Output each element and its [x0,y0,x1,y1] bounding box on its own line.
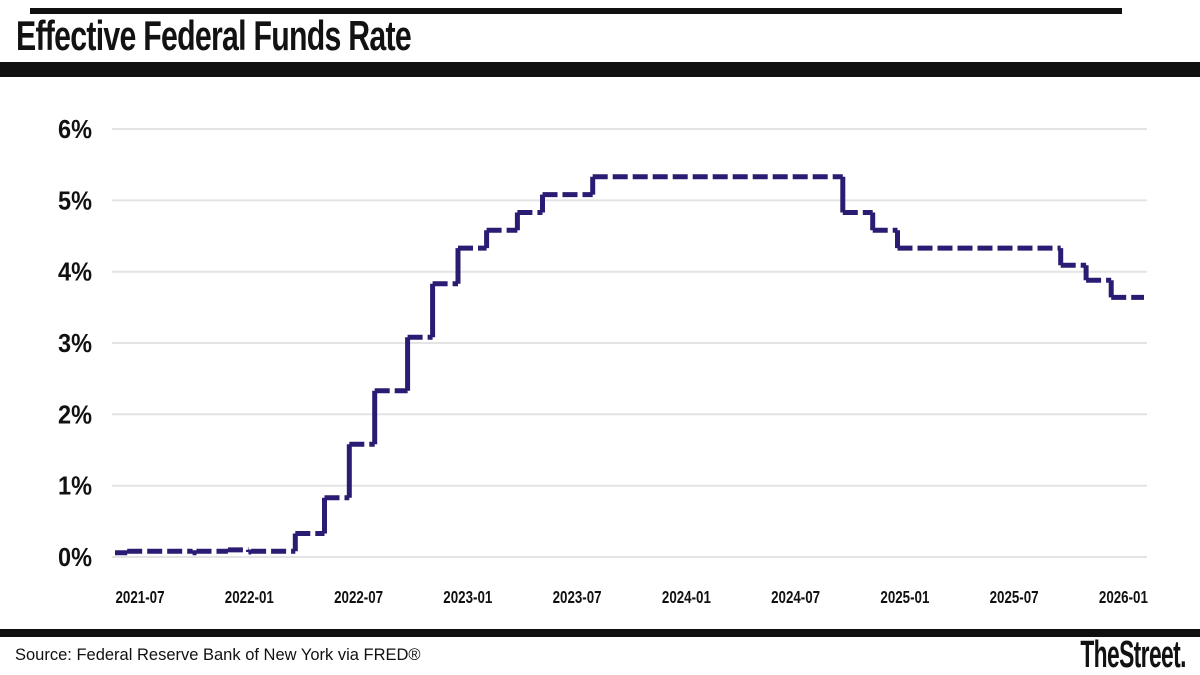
y-tick-label: 4% [58,257,92,287]
y-tick-label: 2% [58,399,92,429]
x-tick-label: 2024-07 [771,587,820,607]
x-tick-label: 2024-01 [662,587,711,607]
x-tick-label: 2026-01 [1099,587,1148,607]
rate-line-horizontal-steps [115,174,1144,556]
y-tick-label: 3% [58,328,92,358]
y-tick-label: 5% [58,185,92,215]
source-credit: Source: Federal Reserve Bank of New York… [15,646,421,664]
x-tick-label: 2022-01 [225,587,274,607]
x-tick-label: 2022-07 [334,587,383,607]
bottom-rule [0,629,1200,637]
x-tick-label: 2021-07 [116,587,165,607]
thestreet-logo: TheStreet. [1080,634,1187,675]
x-tick-label: 2023-01 [443,587,492,607]
rate-line-vertical-steps [124,176,1114,553]
y-tick-label: 6% [58,114,92,144]
title-rule [0,62,1200,77]
x-tick-label: 2023-07 [553,587,602,607]
top-rule [30,8,1122,14]
y-tick-label: 0% [58,542,92,572]
page-title: Effective Federal Funds Rate [16,12,412,59]
y-tick-label: 1% [58,471,92,501]
x-tick-label: 2025-07 [990,587,1039,607]
x-tick-label: 2025-01 [880,587,929,607]
